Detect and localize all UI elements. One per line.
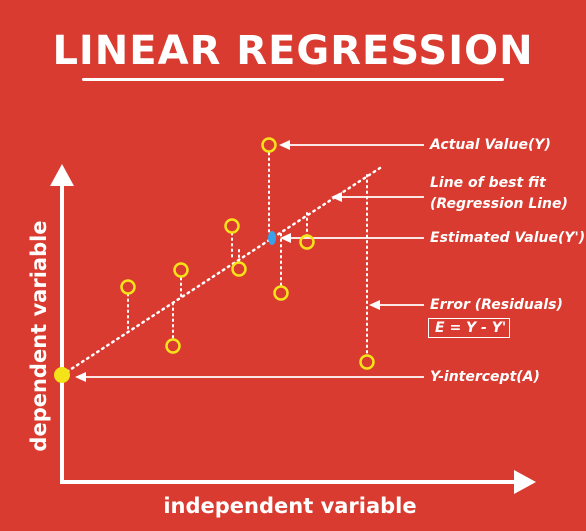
regression-line: [62, 168, 380, 375]
formula-label: E = Y - Y': [435, 319, 506, 338]
error-label: Error (Residuals): [430, 296, 563, 315]
data-point: [175, 264, 188, 277]
data-point: [275, 287, 288, 300]
y-intercept-label: Y-intercept(A): [430, 368, 540, 387]
data-point-actual: [263, 139, 276, 152]
data-point: [167, 340, 180, 353]
y-axis-arrow: [50, 164, 74, 186]
x-axis-arrow: [514, 470, 536, 494]
data-point: [361, 356, 374, 369]
best-fit-label-line2: (Regression Line): [430, 195, 568, 214]
y-axis-label: dependent variable: [27, 211, 51, 461]
y-intercept-arrowhead: [75, 372, 86, 382]
x-axis-label: independent variable: [100, 494, 480, 518]
best-fit-label-line1: Line of best fit: [430, 174, 546, 193]
data-point: [233, 263, 246, 276]
estimated-point: [268, 231, 276, 245]
y-intercept-point: [54, 367, 70, 383]
best-fit-arrowhead: [331, 192, 342, 202]
error-arrowhead: [369, 300, 380, 310]
actual-value-arrowhead: [279, 140, 290, 150]
annotation-arrows: [75, 140, 424, 382]
estimated-value-label: Estimated Value(Y'): [430, 229, 585, 248]
data-point: [226, 220, 239, 233]
formula-box: E = Y - Y': [428, 318, 510, 338]
data-point: [122, 281, 135, 294]
actual-value-label: Actual Value(Y): [430, 136, 551, 155]
